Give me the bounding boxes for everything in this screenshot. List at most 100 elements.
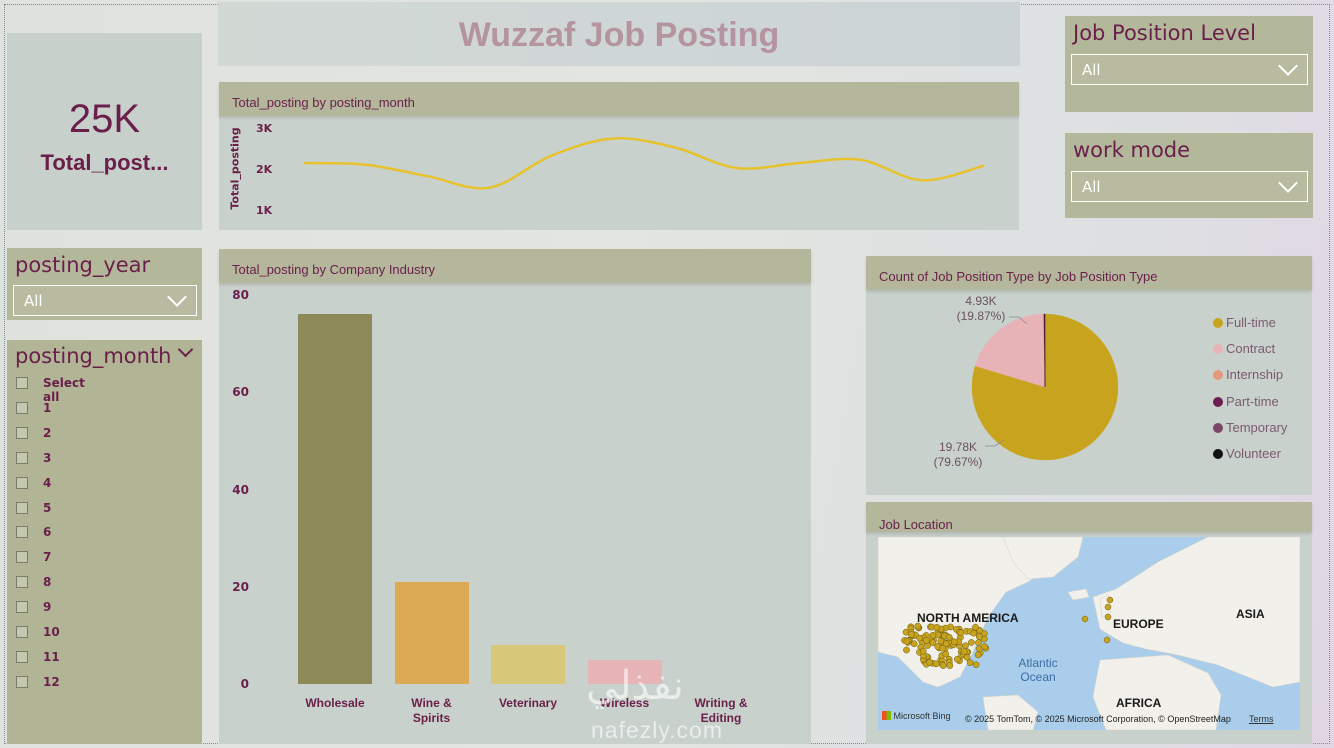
- bar[interactable]: [491, 645, 565, 684]
- kpi-label: Total_post...: [40, 150, 169, 175]
- y-tick: 80: [232, 288, 249, 302]
- bar[interactable]: [298, 314, 372, 684]
- location-marker[interactable]: [938, 644, 946, 652]
- legend-marker: [1213, 396, 1223, 407]
- map-attribution[interactable]: © 2025 TomTom, © 2025 Microsoft Corporat…: [965, 714, 1231, 724]
- option-label: 5: [43, 500, 52, 515]
- location-marker[interactable]: [972, 623, 979, 631]
- dropdown-value: All: [1082, 178, 1101, 196]
- checkbox-icon[interactable]: [16, 551, 28, 564]
- location-marker[interactable]: [907, 631, 915, 638]
- map-view[interactable]: [878, 537, 1300, 730]
- location-marker[interactable]: [962, 642, 969, 650]
- location-marker[interactable]: [950, 638, 958, 646]
- bar[interactable]: [587, 659, 662, 684]
- contract-pct: (19.87%): [956, 309, 1006, 323]
- slicer-title: posting_year: [15, 253, 151, 277]
- option-label: 2: [43, 425, 52, 440]
- line-point: [550, 155, 552, 157]
- location-marker[interactable]: [968, 639, 975, 646]
- posting-year-dropdown[interactable]: All: [13, 285, 197, 316]
- x-tick-line: Writing &: [694, 696, 748, 710]
- checkbox-icon[interactable]: [16, 501, 28, 514]
- checkbox-icon[interactable]: [16, 601, 28, 614]
- watermark-arabic: نفذلي: [586, 664, 684, 708]
- line-chart-card: Total_posting by posting_month Total_pos…: [219, 82, 1019, 230]
- location-marker[interactable]: [970, 629, 978, 637]
- checkbox-icon[interactable]: [16, 526, 28, 539]
- location-marker[interactable]: [946, 662, 954, 669]
- location-marker[interactable]: [1081, 615, 1089, 623]
- location-marker[interactable]: [975, 639, 982, 646]
- checkbox-icon[interactable]: [16, 401, 28, 414]
- location-marker[interactable]: [926, 658, 934, 666]
- slicer-title: work mode: [1073, 138, 1191, 162]
- south-america-landmass: [982, 694, 1039, 730]
- location-marker[interactable]: [972, 661, 980, 669]
- location-marker[interactable]: [945, 633, 953, 641]
- location-marker[interactable]: [963, 653, 971, 661]
- location-marker[interactable]: [957, 629, 965, 637]
- checkbox-icon[interactable]: [16, 451, 28, 464]
- location-marker[interactable]: [1103, 636, 1111, 644]
- checkbox-icon[interactable]: [16, 377, 28, 389]
- legend-label: Temporary: [1226, 419, 1288, 435]
- checkbox-icon[interactable]: [16, 576, 28, 589]
- watermark-latin: nafezly.com: [591, 717, 724, 743]
- location-marker[interactable]: [939, 662, 947, 669]
- checkbox-icon[interactable]: [16, 426, 28, 439]
- legend-marker: [1213, 422, 1223, 433]
- location-marker[interactable]: [916, 634, 924, 642]
- map-terms-link[interactable]: Terms: [1249, 714, 1274, 724]
- x-tick-label: Writing & Editing: [671, 696, 771, 726]
- location-marker[interactable]: [966, 659, 974, 666]
- fulltime-data-label: 19.78K (79.67%): [922, 440, 994, 470]
- location-marker[interactable]: [975, 645, 983, 653]
- location-marker[interactable]: [954, 655, 961, 663]
- location-marker[interactable]: [1104, 613, 1112, 621]
- job-position-level-dropdown[interactable]: All: [1071, 54, 1308, 85]
- chevron-down-icon[interactable]: [177, 341, 194, 358]
- bar[interactable]: [394, 581, 469, 684]
- map-label-north-america: NORTH AMERICA: [917, 611, 1019, 625]
- bing-logo-icon: [882, 711, 891, 720]
- location-marker[interactable]: [919, 647, 927, 655]
- location-marker[interactable]: [929, 631, 937, 639]
- checkbox-icon[interactable]: [16, 626, 28, 638]
- option-label: 6: [43, 525, 52, 540]
- work-mode-dropdown[interactable]: All: [1071, 171, 1308, 202]
- x-tick-line: Wholesale: [305, 696, 365, 710]
- x-tick-label: Wine & Spirits: [382, 696, 482, 726]
- location-marker[interactable]: [1106, 596, 1114, 604]
- checkbox-icon[interactable]: [16, 675, 28, 688]
- legend-marker: [1213, 370, 1223, 381]
- option-label: 3: [43, 450, 52, 465]
- x-tick-line: Editing: [700, 711, 742, 725]
- location-marker[interactable]: [960, 648, 968, 655]
- chart-title: Count of Job Position Type by Job Positi…: [866, 256, 1312, 290]
- page-title: Wuzzaf Job Posting: [458, 16, 780, 54]
- checkbox-icon[interactable]: [16, 650, 28, 663]
- line-chart-plot: [303, 137, 985, 190]
- y-tick: 0: [240, 677, 249, 691]
- line-point: [612, 137, 614, 139]
- location-marker[interactable]: [974, 651, 982, 659]
- location-marker[interactable]: [933, 623, 941, 631]
- location-marker[interactable]: [932, 660, 940, 668]
- location-marker[interactable]: [923, 637, 930, 644]
- dropdown-value: All: [24, 292, 43, 310]
- location-marker[interactable]: [937, 637, 945, 645]
- location-marker[interactable]: [975, 633, 983, 640]
- location-marker[interactable]: [903, 646, 910, 654]
- iceland-landmass: [1067, 588, 1090, 601]
- location-marker[interactable]: [942, 650, 950, 658]
- location-marker[interactable]: [929, 639, 937, 647]
- y-tick: 1K: [256, 204, 273, 217]
- dropdown-value: All: [1082, 61, 1101, 79]
- location-marker[interactable]: [1104, 603, 1112, 611]
- option-label: 12: [43, 674, 60, 689]
- checkbox-icon[interactable]: [16, 476, 28, 489]
- location-marker[interactable]: [942, 640, 950, 648]
- location-marker[interactable]: [903, 638, 911, 645]
- location-marker[interactable]: [914, 622, 922, 630]
